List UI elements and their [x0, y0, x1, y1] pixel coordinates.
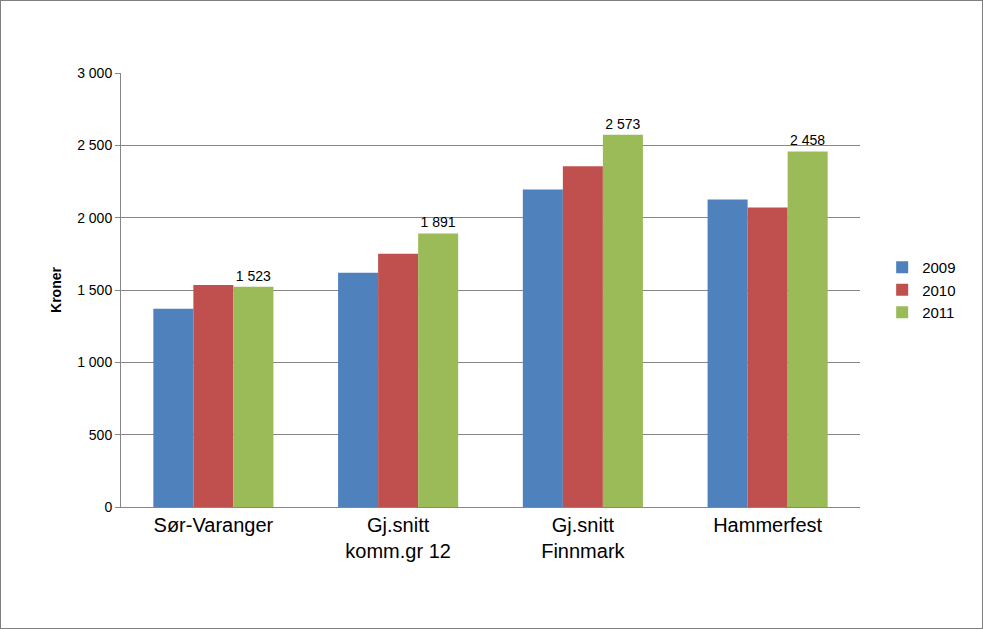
svg-text:Gj.snittFinnmark: Gj.snittFinnmark — [541, 514, 625, 562]
svg-text:2009: 2009 — [922, 259, 955, 276]
svg-text:Gj.snittkomm.gr 12: Gj.snittkomm.gr 12 — [345, 514, 451, 562]
svg-text:1 523: 1 523 — [236, 268, 271, 284]
svg-text:3 000: 3 000 — [77, 65, 112, 81]
svg-text:1 500: 1 500 — [77, 282, 112, 298]
svg-text:2011: 2011 — [922, 304, 954, 321]
svg-text:Hammerfest: Hammerfest — [713, 514, 822, 536]
svg-text:Kroner: Kroner — [48, 267, 64, 313]
svg-text:2 500: 2 500 — [77, 137, 112, 153]
svg-text:2 573: 2 573 — [605, 116, 640, 132]
svg-text:2 458: 2 458 — [790, 132, 825, 148]
svg-text:500: 500 — [89, 427, 113, 443]
svg-text:0: 0 — [104, 499, 112, 515]
svg-text:2 000: 2 000 — [77, 210, 112, 226]
svg-text:2010: 2010 — [922, 282, 955, 299]
svg-text:1 000: 1 000 — [77, 354, 112, 370]
svg-text:1 891: 1 891 — [421, 214, 456, 230]
svg-text:Sør-Varanger: Sør-Varanger — [154, 514, 274, 536]
